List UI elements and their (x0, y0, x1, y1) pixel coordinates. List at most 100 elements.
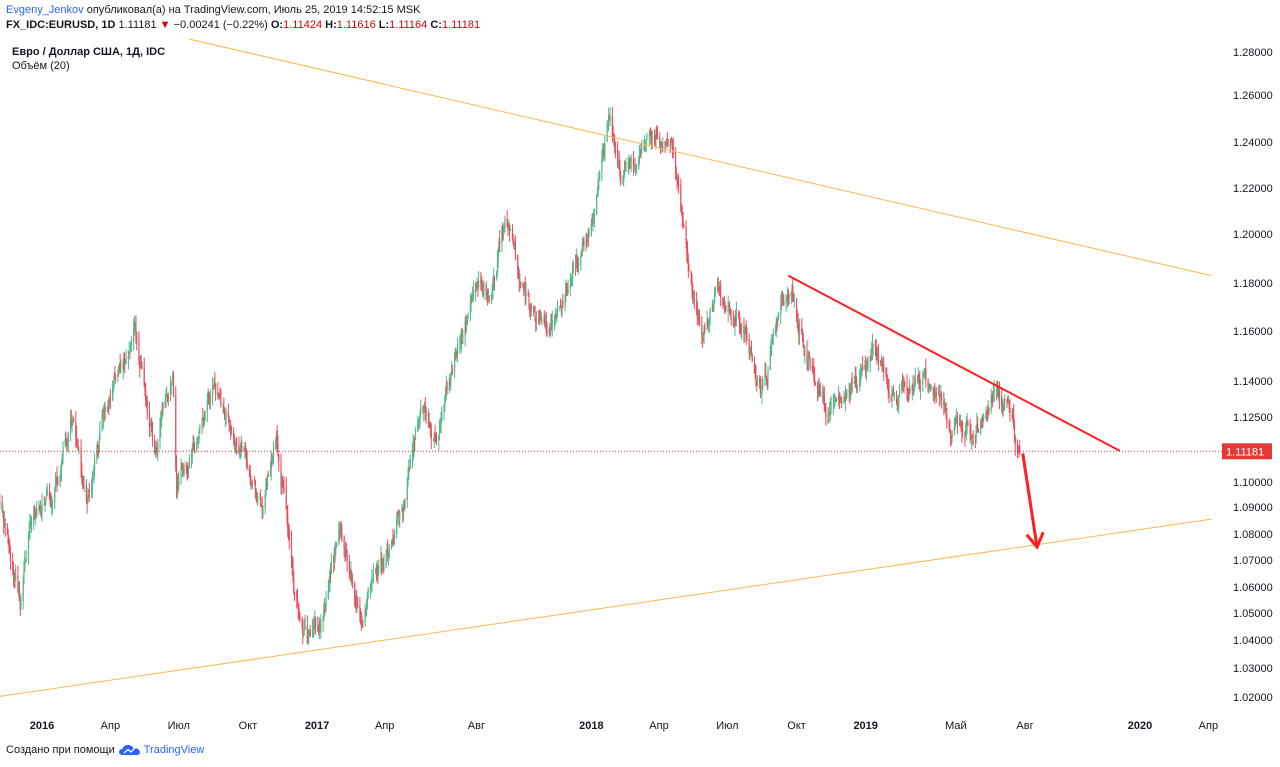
candle-body (139, 361, 141, 368)
candle-body (107, 400, 109, 407)
author-link[interactable]: Evgeny_Jenkov (6, 4, 84, 16)
candle-body (254, 480, 256, 481)
candle-body (478, 280, 480, 287)
candle-body (766, 381, 768, 383)
candle-body (812, 366, 814, 370)
candle-body (75, 422, 77, 437)
candle-body (455, 352, 457, 357)
candle-body (924, 368, 926, 370)
candle-body (844, 399, 846, 401)
candle-body (239, 450, 241, 452)
time-axis[interactable]: 2016 Апр Июл Окт 2017 Апр Авг 2018 Апр Июл Окт 2019… (30, 720, 1218, 732)
candle-body (493, 276, 496, 281)
candle-body (239, 448, 242, 452)
candle-body (932, 387, 934, 396)
candle-body (929, 389, 931, 391)
candle-body (953, 426, 955, 433)
price-axis[interactable]: 1.28000 1.26000 1.24000 1.22000 1.20000 1.180… (1233, 47, 1273, 704)
candle-body (683, 225, 685, 227)
candle-body (219, 396, 221, 398)
candle-body (136, 334, 138, 340)
candle-body (465, 322, 467, 325)
candle-body (876, 352, 878, 360)
candle-body (409, 458, 411, 468)
candle-body (97, 451, 99, 453)
candle-body (190, 453, 193, 459)
candle-body (1007, 399, 1009, 403)
candle-body (787, 290, 789, 297)
candle-body (609, 116, 611, 119)
candle-body (877, 354, 880, 362)
candle-body (956, 416, 958, 424)
candle-body (817, 387, 819, 394)
candle-body (548, 328, 550, 334)
candle-body (961, 431, 963, 432)
candle-body (613, 134, 615, 143)
candle-body (496, 260, 499, 273)
candle-body (587, 235, 589, 239)
volume-indicator-label[interactable]: Объём (20) (12, 60, 70, 72)
candle-body (351, 571, 353, 577)
candle-body (401, 507, 403, 512)
candle-body (788, 295, 790, 297)
candle-body (671, 142, 674, 148)
candle-body (744, 331, 746, 336)
price-tick-label: 1.03000 (1233, 663, 1273, 675)
candle-body (741, 325, 743, 330)
candle-body (334, 549, 336, 559)
candle-body (118, 364, 121, 368)
candle-body (165, 395, 167, 401)
close-value: 1.11181 (441, 19, 481, 31)
candle-body (655, 130, 657, 140)
lower-channel-line[interactable] (0, 518, 1212, 700)
candle-body (608, 115, 611, 120)
candle-body (462, 335, 464, 336)
candle-body (423, 409, 425, 413)
candle-body (612, 134, 614, 136)
drawings-layer[interactable]: 1.11181 (0, 38, 1272, 700)
candle-body (272, 450, 275, 458)
candle-body (797, 319, 799, 327)
candle-body (633, 164, 635, 165)
candle-body (366, 594, 369, 601)
candle-body (690, 271, 692, 282)
candle-body (793, 299, 795, 301)
current-price-label: 1.11181 (1226, 446, 1264, 458)
candle-body (398, 513, 400, 519)
candle-body (276, 431, 278, 445)
down-arrow-shaft[interactable] (1021, 453, 1039, 548)
candle-body (243, 448, 245, 451)
candle-body (199, 426, 201, 430)
candle-body (859, 376, 861, 387)
candle-body (735, 318, 737, 320)
chart-header: Evgeny_Jenkov опубликовал(а) на TradingV… (6, 3, 480, 33)
candle-body (971, 438, 973, 441)
candle-body (934, 391, 937, 393)
candle-body (166, 395, 169, 398)
candle-body (459, 342, 461, 343)
tradingview-brand-link[interactable]: TradingView (143, 744, 205, 756)
candle-body (59, 475, 61, 485)
upper-channel-line[interactable] (189, 38, 1212, 277)
candle-body (944, 404, 946, 410)
candle-body (408, 467, 411, 469)
candle-body (791, 286, 793, 293)
candle-body (381, 563, 384, 566)
candle-body (177, 484, 179, 486)
candle-body (86, 497, 88, 504)
candle-body (750, 347, 752, 351)
candle-body (974, 436, 977, 438)
series-title[interactable]: Евро / Доллар США, 1Д, IDC (12, 46, 166, 58)
candle-body (440, 420, 442, 423)
candle-body (539, 315, 541, 319)
candle-body (498, 241, 500, 252)
candle-body (770, 345, 772, 355)
resistance-trendline[interactable] (787, 274, 1121, 452)
candle-body (740, 329, 742, 331)
candle-body (522, 285, 524, 287)
candle-body (738, 312, 740, 318)
candle-body (729, 312, 732, 317)
candle-body (860, 370, 862, 372)
down-arrow-head-icon[interactable] (1025, 531, 1045, 550)
